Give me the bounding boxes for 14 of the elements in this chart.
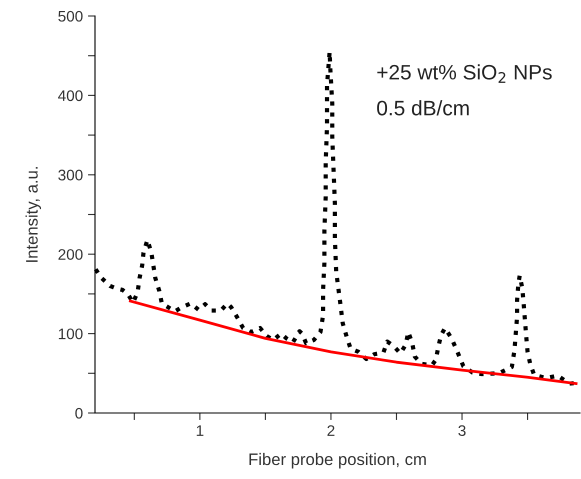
x-tick-label: 1 [196,425,204,436]
y-axis-title: Intensity, a.u. [26,167,42,262]
y-tick-label: 200 [58,249,83,260]
x-tick-label: 3 [458,425,466,436]
y-tick-label: 400 [58,90,83,102]
line-series [129,300,578,386]
x-axis-title: Fiber probe position, cm [249,452,426,468]
y-tick-label: 500 [58,10,83,22]
y-tick-label: 300 [58,170,83,180]
annotation: +25 wt% SiO$_{2}$ NPs [377,64,552,83]
y-tick-label: 100 [58,328,83,340]
annotation: 0.5 dB/cm [377,100,469,116]
x-tick-label: 2 [327,425,334,436]
y-tick-label: 0 [75,408,83,419]
